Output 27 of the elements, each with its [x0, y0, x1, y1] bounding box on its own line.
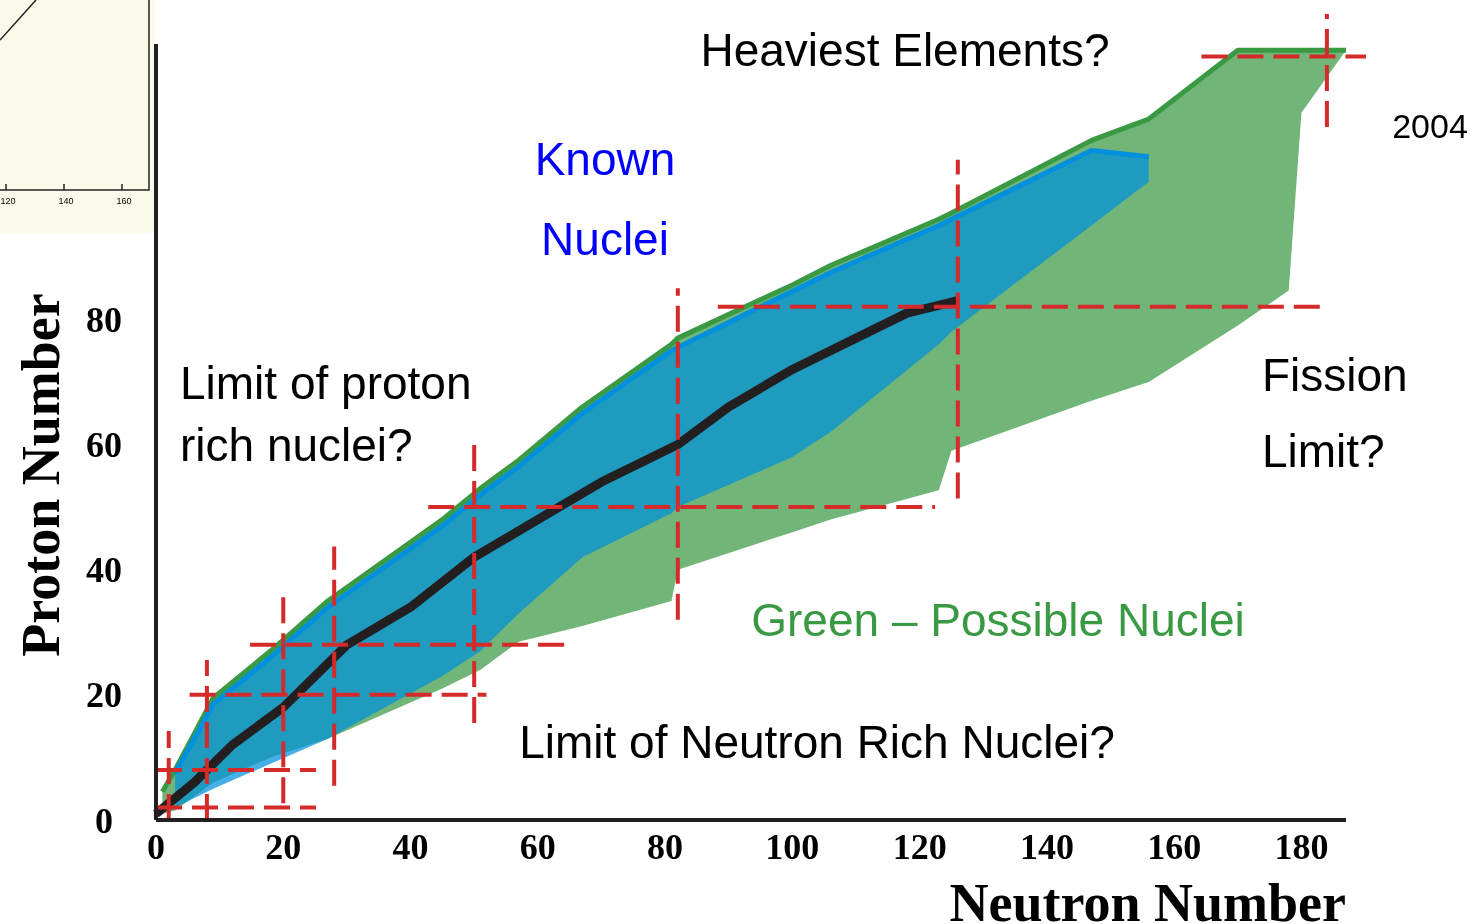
x-tick-label: 180 — [1274, 826, 1329, 867]
annotation: Heaviest Elements? — [700, 24, 1110, 77]
x-tick-label: 80 — [647, 826, 684, 867]
x-tick-label: 140 — [1019, 826, 1074, 867]
x-tick-label: 40 — [392, 826, 429, 867]
annotation: Fission Limit? — [1262, 349, 1408, 478]
text: 140 — [58, 196, 74, 207]
annotation: Limit of proton rich nuclei? — [180, 357, 472, 472]
y-tick-label: 0 — [95, 800, 113, 841]
x-axis-title: Neutron Number — [949, 872, 1346, 924]
text: Green – Possible Nuclei — [751, 594, 1245, 647]
series-label: Known Nuclei — [534, 133, 676, 265]
x-tick-label: 20 — [265, 826, 302, 867]
text: 120 — [0, 196, 16, 207]
text: 160 — [116, 196, 132, 207]
x-tick-label: 160 — [1147, 826, 1202, 867]
y-axis-title: Proton Number — [10, 293, 71, 657]
x-tick-label: 120 — [892, 826, 947, 867]
y-tick-label: 20 — [86, 675, 122, 716]
x-tick-label: 100 — [765, 826, 820, 867]
y-tick-label: 40 — [86, 550, 122, 591]
x-tick-label: 0 — [147, 826, 165, 867]
text: 2004 — [1392, 106, 1468, 145]
y-tick-label: 60 — [86, 425, 122, 466]
y-tick-label: 80 — [86, 299, 122, 340]
x-tick-label: 60 — [519, 826, 556, 867]
annotation: Limit of Neutron Rich Nuclei? — [519, 716, 1115, 769]
